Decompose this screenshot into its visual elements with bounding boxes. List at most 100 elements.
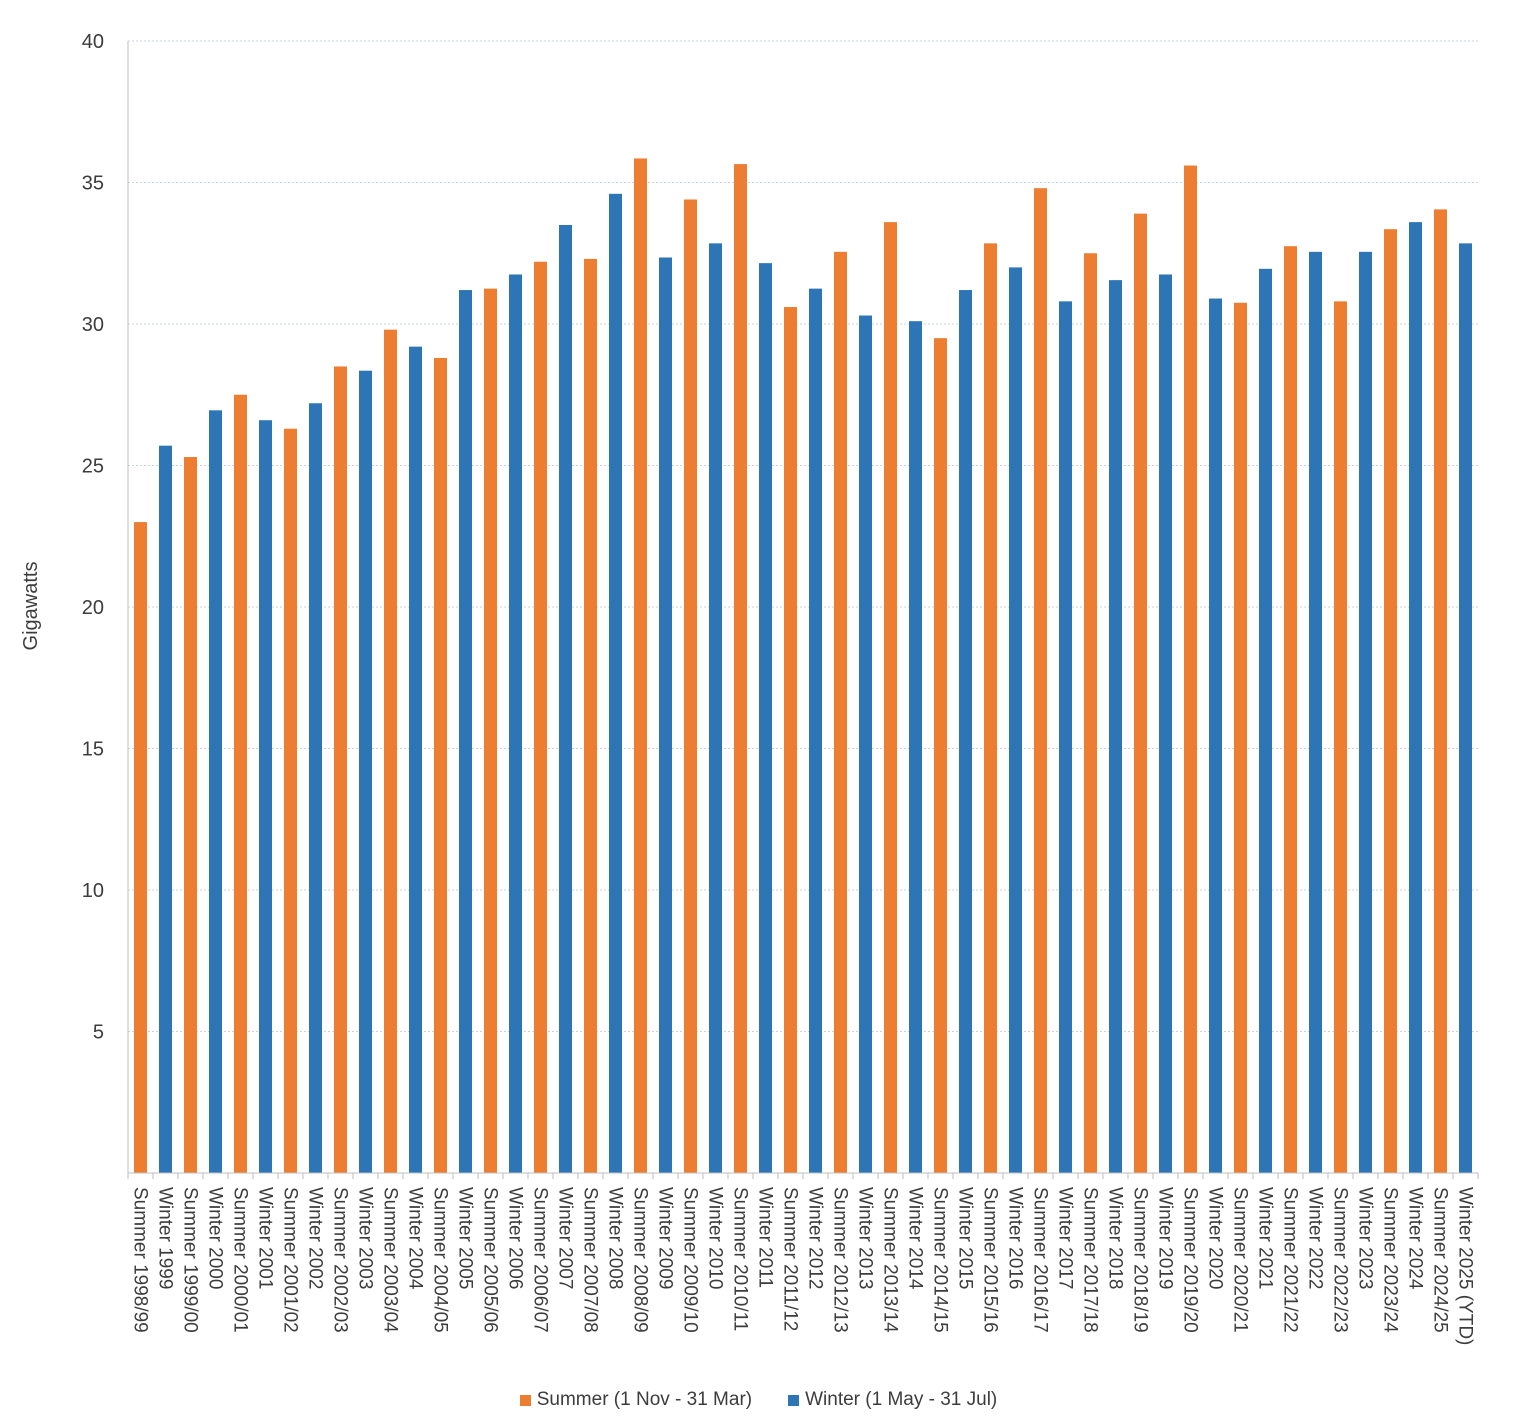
bar-winter [1459, 243, 1472, 1174]
bar-summer [484, 288, 497, 1173]
bar-summer [584, 258, 597, 1173]
bar-summer [634, 158, 647, 1173]
bar-winter [259, 420, 272, 1174]
legend-label-summer: Summer (1 Nov - 31 Mar) [536, 1389, 753, 1410]
x-tick-label: Winter 2023 [1355, 1187, 1376, 1289]
x-tick-label: Winter 2005 [455, 1187, 476, 1289]
x-tick-label: Summer 1998/99 [130, 1187, 151, 1333]
bar-summer [734, 164, 747, 1174]
x-tick-label: Summer 2009/10 [680, 1187, 701, 1333]
x-tick-label: Winter 2017 [1055, 1187, 1076, 1289]
bar-winter [1159, 274, 1172, 1174]
bar-winter [359, 370, 372, 1173]
x-tick-label: Winter 2019 [1155, 1187, 1176, 1289]
x-tick-label: Summer 2022/23 [1330, 1187, 1351, 1333]
bar-summer [334, 366, 347, 1173]
bar-winter [459, 290, 472, 1173]
bar-summer [1334, 301, 1347, 1173]
bar-winter [809, 288, 822, 1173]
x-tick-label: Winter 2022 [1305, 1187, 1326, 1289]
bar-summer [934, 338, 947, 1173]
x-tick-label: Winter 2007 [555, 1187, 576, 1289]
bar-winter [509, 274, 522, 1174]
y-tick-label: 35 [82, 173, 104, 195]
x-tick-label: Summer 2003/04 [380, 1187, 401, 1333]
x-tick-label: Summer 2002/03 [330, 1187, 351, 1333]
bar-winter [1259, 268, 1272, 1173]
bar-summer [284, 428, 297, 1174]
x-tick-label: Winter 2018 [1105, 1187, 1126, 1289]
y-tick-label: 40 [82, 31, 104, 53]
bar-summer [1434, 209, 1447, 1173]
bar-winter [1109, 280, 1122, 1173]
y-axis-title: Gigawatts [20, 562, 42, 651]
y-tick-label: 15 [82, 739, 104, 761]
x-tick-label: Winter 1999 [155, 1187, 176, 1289]
x-tick-label: Winter 2003 [355, 1187, 376, 1289]
legend-item-winter: Winter (1 May - 31 Jul) [788, 1389, 997, 1411]
legend: Summer (1 Nov - 31 Mar) Winter (1 May - … [0, 1386, 1517, 1414]
bar-winter [1309, 251, 1322, 1173]
legend-swatch-winter [788, 1394, 800, 1406]
legend-item-summer: Summer (1 Nov - 31 Mar) [519, 1389, 753, 1411]
bar-winter [859, 315, 872, 1173]
y-tick-label: 5 [93, 1022, 104, 1044]
bar-winter [209, 410, 222, 1173]
bar-winter [1359, 251, 1372, 1173]
x-tick-label: Winter 2009 [655, 1187, 676, 1289]
x-tick-label: Summer 2023/24 [1380, 1187, 1401, 1333]
bar-winter [559, 224, 572, 1173]
bar-summer [984, 243, 997, 1174]
x-tick-label: Summer 2012/13 [830, 1187, 851, 1333]
x-tick-label: Winter 2015 [955, 1187, 976, 1289]
x-tick-label: Winter 2006 [505, 1187, 526, 1289]
x-tick-label: Winter 2010 [705, 1187, 726, 1289]
bar-summer [1234, 302, 1247, 1173]
bar-summer [434, 357, 447, 1174]
bar-summer [684, 199, 697, 1174]
bar-winter [1059, 301, 1072, 1173]
x-tick-label: Summer 2018/19 [1130, 1187, 1151, 1333]
bar-winter [409, 346, 422, 1173]
bar-summer [1034, 188, 1047, 1173]
x-tick-label: Winter 2002 [305, 1187, 326, 1289]
bar-summer [1184, 165, 1197, 1173]
bar-summer [234, 394, 247, 1173]
y-tick-label: 10 [82, 880, 104, 902]
x-tick-label: Summer 2014/15 [930, 1187, 951, 1333]
bar-winter [1009, 267, 1022, 1173]
x-tick-label: Winter 2004 [405, 1187, 426, 1290]
x-tick-label: Summer 2008/09 [630, 1187, 651, 1333]
bar-winter [609, 193, 622, 1173]
legend-swatch-summer [519, 1394, 531, 1406]
bar-winter [959, 290, 972, 1173]
x-tick-label: Winter 2020 [1205, 1187, 1226, 1289]
x-tick-label: Summer 2024/25 [1430, 1187, 1451, 1333]
x-tick-label: Summer 2007/08 [580, 1187, 601, 1333]
x-tick-label: Summer 2016/17 [1030, 1187, 1051, 1333]
y-axis-ticks: 5 10 15 20 25 30 35 40 [82, 31, 104, 1044]
x-tick-label: Summer 2005/06 [480, 1187, 501, 1333]
x-tick-label: Winter 2013 [855, 1187, 876, 1289]
bar-summer [534, 261, 547, 1173]
bar-summer [1284, 246, 1297, 1174]
x-axis-tick-labels: Summer 1998/99 Winter 1999 Summer 1999/00 W… [130, 1187, 1476, 1345]
bar-summer [384, 329, 397, 1173]
x-tick-label: Winter 2001 [255, 1187, 276, 1289]
x-tick-label: Summer 2017/18 [1080, 1187, 1101, 1333]
bar-winter [159, 445, 172, 1173]
x-tick-label: Winter 2021 [1255, 1187, 1276, 1289]
bar-winter [909, 321, 922, 1173]
bar-winter [759, 263, 772, 1173]
x-tick-label: Winter 2016 [1005, 1187, 1026, 1289]
bar-winter [1409, 222, 1422, 1173]
x-tick-label: Summer 2004/05 [430, 1187, 451, 1333]
y-tick-label: 25 [82, 456, 104, 478]
bar-winter [309, 403, 322, 1173]
x-tick-label: Summer 2006/07 [530, 1187, 551, 1333]
x-tick-label: Summer 2021/22 [1280, 1187, 1301, 1333]
y-tick-label: 20 [82, 597, 104, 619]
x-tick-label: Winter 2025 (YTD) [1455, 1187, 1476, 1345]
bar-summer [884, 222, 897, 1173]
